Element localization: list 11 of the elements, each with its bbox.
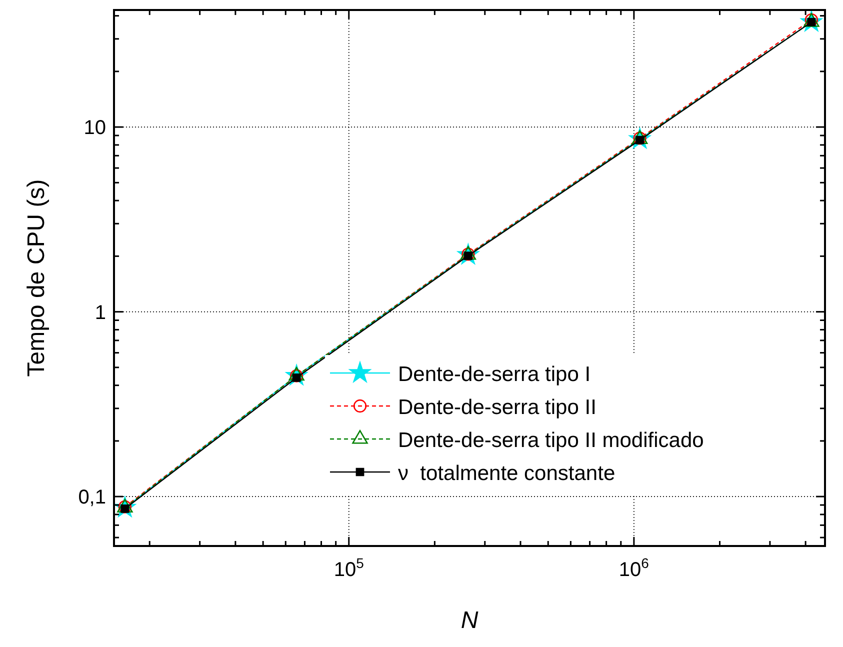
y-axis-title: Tempo de CPU (s) [23, 179, 50, 377]
x-tick-label: 10$^{5}$ [334, 555, 364, 581]
legend-label: ν totalmente constante [398, 462, 616, 485]
legend-label: Dente-de-serra tipo I [398, 363, 591, 386]
y-tick-label: 0,1 [78, 486, 106, 509]
x-tick-label: 10$^{6}$ [618, 555, 650, 581]
legend-label: Dente-de-serra tipo II [398, 396, 596, 419]
x-axis-title: N [460, 607, 479, 634]
legend-label: Dente-de-serra tipo II modificado [398, 429, 704, 452]
y-tick-label: 1 [94, 302, 106, 324]
y-tick-label: 10 [84, 117, 106, 140]
